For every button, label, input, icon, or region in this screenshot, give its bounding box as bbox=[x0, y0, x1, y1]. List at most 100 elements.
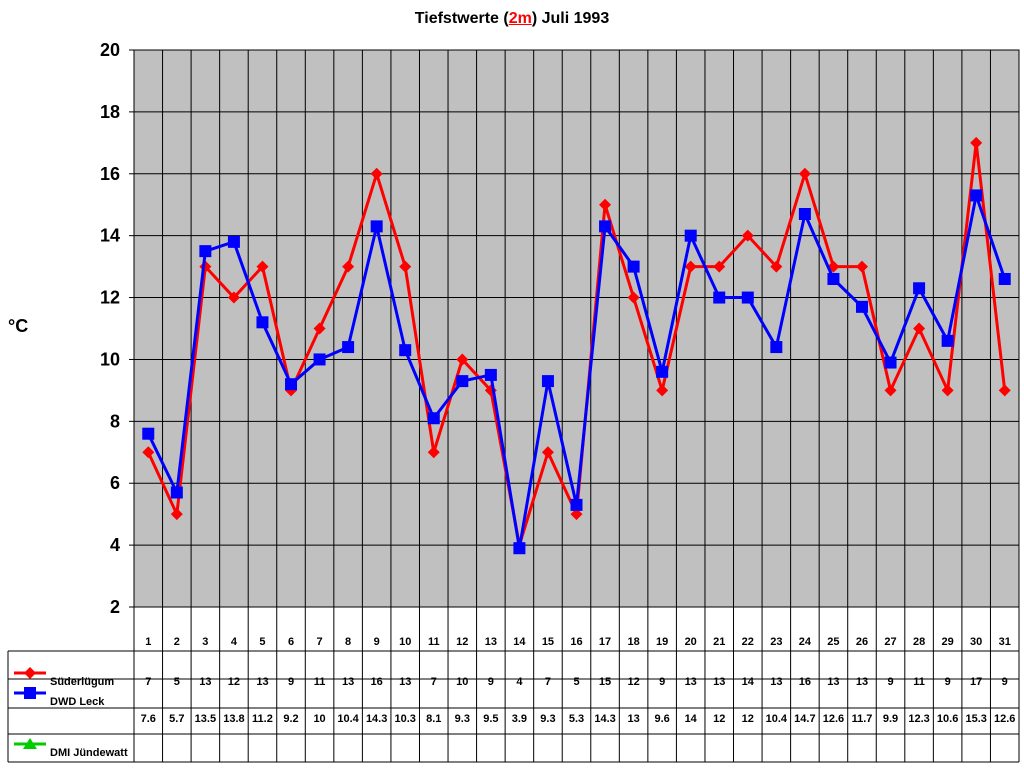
table-value: 10.4 bbox=[766, 713, 788, 725]
legend-marker bbox=[24, 667, 36, 679]
data-point bbox=[427, 446, 440, 459]
data-point bbox=[370, 220, 383, 233]
x-tick-label: 14 bbox=[513, 636, 526, 648]
data-point bbox=[798, 208, 811, 221]
table-value: 9.9 bbox=[883, 713, 898, 725]
data-point bbox=[342, 341, 355, 354]
data-point bbox=[313, 322, 326, 335]
table-value: 14.3 bbox=[594, 713, 615, 725]
table-value: 9 bbox=[659, 676, 665, 688]
table-value: 17 bbox=[970, 676, 982, 688]
legend-marker bbox=[24, 687, 36, 699]
x-tick-label: 5 bbox=[259, 636, 265, 648]
table-value: 10.3 bbox=[394, 713, 415, 725]
table-value: 10.4 bbox=[337, 713, 359, 725]
table-value: 13 bbox=[685, 676, 697, 688]
table-value: 5.3 bbox=[569, 713, 584, 725]
data-point bbox=[142, 427, 155, 440]
table-value: 12.6 bbox=[823, 713, 844, 725]
chart-title: Tiefstwerte (2m) Juli 1993 bbox=[0, 10, 1024, 28]
table-value: 9 bbox=[1002, 676, 1008, 688]
data-point bbox=[285, 378, 298, 391]
table-value: 9.6 bbox=[654, 713, 669, 725]
data-point bbox=[970, 136, 983, 149]
x-tick-label: 17 bbox=[599, 636, 611, 648]
x-tick-label: 8 bbox=[345, 636, 351, 648]
data-point bbox=[970, 189, 983, 202]
legend-marker bbox=[23, 738, 37, 749]
y-tick-label: 20 bbox=[100, 40, 120, 60]
data-point bbox=[855, 260, 868, 273]
data-point bbox=[798, 167, 811, 180]
table-value: 5.7 bbox=[169, 713, 184, 725]
table-value: 14 bbox=[685, 713, 698, 725]
x-tick-label: 22 bbox=[742, 636, 754, 648]
data-point bbox=[627, 260, 640, 273]
data-point bbox=[484, 368, 497, 381]
data-point bbox=[170, 508, 183, 521]
table-value: 9.3 bbox=[455, 713, 470, 725]
table-value: 4 bbox=[516, 676, 523, 688]
x-tick-label: 10 bbox=[399, 636, 411, 648]
x-tick-label: 24 bbox=[799, 636, 812, 648]
data-point bbox=[227, 291, 240, 304]
title-suffix: ) Juli 1993 bbox=[531, 10, 610, 27]
data-point bbox=[570, 498, 583, 511]
data-point bbox=[170, 486, 183, 499]
data-point bbox=[913, 282, 926, 295]
data-point bbox=[456, 353, 469, 366]
table-value: 14.3 bbox=[366, 713, 387, 725]
table-value: 9.2 bbox=[283, 713, 298, 725]
table-value: 8.1 bbox=[426, 713, 441, 725]
y-tick-label: 14 bbox=[100, 226, 120, 246]
table-value: 13 bbox=[827, 676, 839, 688]
table-value: 15.3 bbox=[965, 713, 986, 725]
x-tick-label: 25 bbox=[827, 636, 839, 648]
table-value: 13.8 bbox=[223, 713, 244, 725]
x-tick-label: 30 bbox=[970, 636, 982, 648]
data-point bbox=[456, 375, 469, 388]
table-value: 14.7 bbox=[794, 713, 815, 725]
table-value: 12 bbox=[228, 676, 240, 688]
table-value: 13 bbox=[627, 713, 639, 725]
table-value: 7 bbox=[431, 676, 437, 688]
data-point bbox=[884, 356, 897, 369]
table-value: 13 bbox=[199, 676, 211, 688]
table-value: 3.9 bbox=[512, 713, 527, 725]
x-tick-label: 1 bbox=[145, 636, 151, 648]
table-value: 12 bbox=[713, 713, 725, 725]
table-value: 16 bbox=[371, 676, 383, 688]
table-value: 15 bbox=[599, 676, 611, 688]
data-point bbox=[599, 220, 612, 233]
data-point bbox=[256, 260, 269, 273]
y-axis-unit: °C bbox=[8, 316, 29, 336]
y-tick-label: 18 bbox=[100, 102, 120, 122]
x-tick-label: 21 bbox=[713, 636, 725, 648]
y-tick-label: 12 bbox=[100, 288, 120, 308]
data-point bbox=[941, 334, 954, 347]
x-tick-label: 6 bbox=[288, 636, 294, 648]
x-tick-label: 19 bbox=[656, 636, 668, 648]
data-point bbox=[541, 375, 554, 388]
y-tick-label: 10 bbox=[100, 349, 120, 369]
data-point bbox=[998, 272, 1011, 285]
table-value: 13 bbox=[770, 676, 782, 688]
x-tick-label: 15 bbox=[542, 636, 554, 648]
table-value: 13 bbox=[399, 676, 411, 688]
title-highlight: 2m bbox=[508, 10, 532, 27]
table-value: 5 bbox=[573, 676, 579, 688]
x-tick-label: 26 bbox=[856, 636, 868, 648]
data-point bbox=[713, 291, 726, 304]
x-tick-label: 23 bbox=[770, 636, 782, 648]
table-value: 9 bbox=[488, 676, 494, 688]
table-value: 5 bbox=[174, 676, 180, 688]
table-value: 10.6 bbox=[937, 713, 958, 725]
x-tick-label: 31 bbox=[999, 636, 1011, 648]
data-point bbox=[884, 384, 897, 397]
table-value: 10 bbox=[456, 676, 468, 688]
table-value: 13 bbox=[256, 676, 268, 688]
data-point bbox=[313, 353, 326, 366]
data-point bbox=[656, 365, 669, 378]
data-point bbox=[684, 229, 697, 242]
table-value: 12.6 bbox=[994, 713, 1015, 725]
